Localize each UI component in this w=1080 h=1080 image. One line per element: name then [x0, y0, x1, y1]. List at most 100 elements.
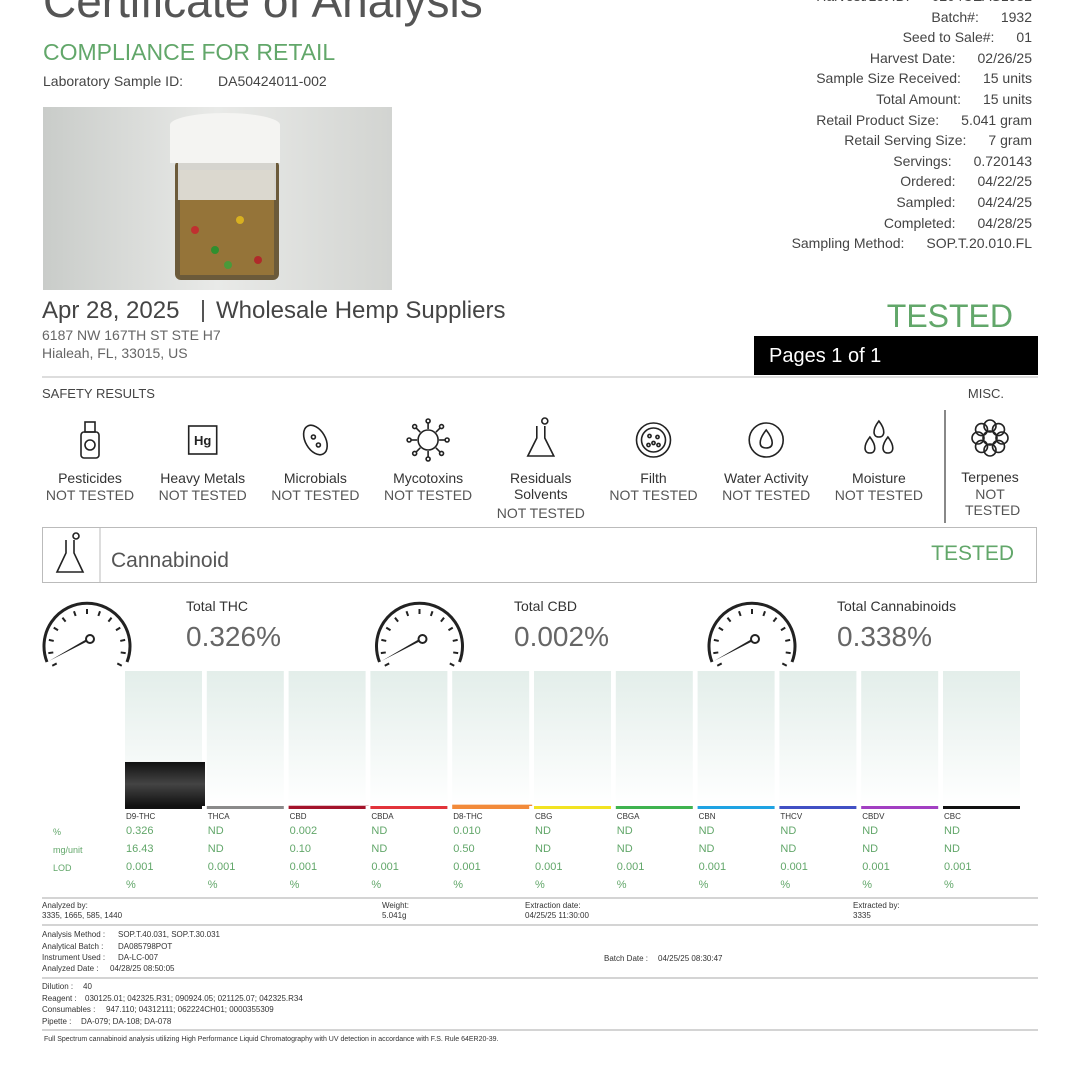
footer-label: Instrument Used : — [42, 952, 106, 962]
info-label: Servings: — [893, 152, 952, 169]
analyte-percent: ND — [535, 825, 551, 838]
footer-value: 947.110; 04312111; 062224CH01; 000035530… — [106, 1005, 274, 1015]
info-label: Sample Size Received: — [816, 70, 961, 87]
analyte-lod-unit: % — [207, 878, 218, 891]
info-row: Sample Size Received: 15 units — [816, 70, 1032, 87]
total-label: Total Cannabinoids — [837, 597, 957, 614]
color-strip — [943, 806, 1020, 809]
footer-value: 04/25/25 08:30:47 — [658, 954, 723, 964]
icon-shape — [415, 447, 421, 453]
color-strip — [452, 806, 530, 809]
icon-shape — [882, 435, 894, 454]
analyte-lod: 0.001 — [944, 860, 972, 873]
test-name: Terpenes — [961, 468, 1019, 485]
icon-shape — [995, 431, 1009, 445]
test-result: NOT TESTED — [45, 487, 135, 504]
test-name: Microbials — [283, 469, 347, 486]
section-title: SAFETY RESULTS — [42, 386, 155, 402]
column-bg — [861, 671, 939, 806]
icon — [80, 421, 100, 459]
test-result: NOT TESTED — [609, 487, 698, 504]
analyte-name: CBD — [289, 812, 307, 822]
footer-value: 3335, 1665, 585, 1440 — [42, 911, 123, 921]
footer-label: Consumables : — [42, 1005, 96, 1015]
analyte-lod: 0.001 — [207, 860, 236, 873]
analyte-lod: 0.001 — [371, 860, 399, 873]
footer-value: 3335 — [853, 911, 871, 921]
info-row: Batch#: 1932 — [931, 9, 1032, 26]
icon-shape — [55, 540, 85, 573]
analyte-mg-unit: 16.43 — [126, 843, 154, 856]
gauge-tick — [780, 626, 786, 632]
footer-label: Extraction date: — [525, 901, 581, 911]
analyte-mg-unit: ND — [535, 843, 551, 856]
info-row: Retail Product Size: 5.041 gram — [816, 112, 1032, 129]
color-strip — [861, 806, 939, 809]
row-label: % — [53, 826, 62, 837]
icon-shape — [187, 425, 218, 455]
gauge-tick — [385, 626, 392, 632]
gauge-arc — [375, 601, 464, 663]
client-name: Wholesale Hemp Suppliers — [216, 296, 506, 324]
info-value: 04/22/25 — [977, 173, 1033, 190]
pages: Pages 1 of 1 — [769, 345, 882, 367]
gauge-tick — [453, 651, 459, 655]
analyte-mg-unit: ND — [944, 843, 960, 856]
color-strip — [697, 806, 775, 809]
test-result: NOT TESTED — [158, 487, 247, 504]
analyte-percent: ND — [371, 825, 388, 838]
total-value: 0.326% — [186, 621, 281, 653]
icon-shape — [655, 434, 660, 440]
icon-shape — [640, 427, 667, 453]
gauge-tick — [380, 651, 386, 655]
info-label: Total Amount: — [876, 91, 961, 107]
icon-shape — [864, 435, 876, 454]
info-row: Sampling Method: SOP.T.20.010.FL — [792, 235, 1032, 252]
gauge-tick — [447, 626, 454, 632]
info-label: Harvest/Lot ID: — [816, 0, 909, 5]
analyte-lod: 0.001 — [453, 860, 481, 873]
gauge-needle — [49, 636, 92, 661]
gauge-tick — [73, 610, 77, 617]
icon-shape — [84, 439, 96, 451]
info-label: Sampling Method: — [791, 235, 905, 252]
analyte-lod: 0.001 — [780, 860, 808, 873]
icon-shape — [80, 431, 100, 459]
gauge — [707, 601, 797, 667]
icon — [526, 417, 556, 457]
footer-label: Batch Date : — [604, 954, 649, 964]
gauge-tick — [781, 662, 788, 667]
info-value: 0.720143 — [973, 152, 1032, 169]
gauge-tick — [785, 651, 791, 655]
icon-shape — [438, 423, 445, 430]
icon-shape — [651, 440, 656, 446]
analyte-mg-unit: ND — [207, 843, 224, 856]
test-name: Filth — [640, 469, 667, 486]
column-bg — [288, 671, 366, 806]
info-value: 04/28/25 — [977, 214, 1033, 231]
footer-value: 04/28/25 08:50:05 — [110, 964, 175, 974]
footer-value: DA-LC-007 — [118, 952, 159, 962]
total-label: Total CBD — [514, 597, 578, 614]
row-label: LOD — [53, 862, 72, 873]
color-strip — [125, 806, 202, 809]
gauge-arc — [707, 601, 797, 663]
analyte-lod: 0.001 — [862, 860, 890, 873]
info-value: 15 units — [982, 91, 1032, 107]
analyte-name: CBG — [535, 812, 553, 822]
analyte-mg-unit: ND — [698, 843, 715, 856]
info-label: Batch#: — [931, 8, 979, 25]
info-row: Total Amount: 15 units — [876, 91, 1032, 108]
analyte-lod: 0.001 — [698, 860, 727, 873]
icon — [971, 419, 1009, 457]
icon-shape — [84, 421, 96, 433]
title: Certificate of Analysis — [43, 0, 483, 28]
icon-shape — [873, 419, 885, 438]
test-name: Residuals Solvents — [510, 469, 572, 503]
status: TESTED — [931, 542, 1014, 566]
gauge-tick — [726, 617, 732, 623]
icon-shape — [526, 426, 556, 457]
icon-shape — [315, 442, 322, 448]
icon-shape — [444, 437, 450, 443]
test-name: Moisture — [852, 469, 906, 486]
